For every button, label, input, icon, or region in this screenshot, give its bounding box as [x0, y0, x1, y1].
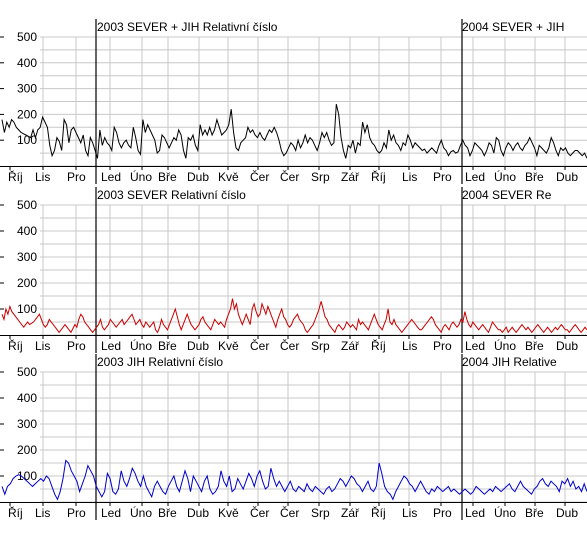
- series-line: [1, 298, 587, 334]
- x-month-label: Srp: [311, 339, 330, 353]
- x-month-label: Kvě: [218, 506, 239, 520]
- y-tick-label: 200: [17, 276, 37, 290]
- x-month-label: Úno: [494, 338, 516, 353]
- x-month-label: Bře: [158, 339, 177, 353]
- chart-title-2003: 2003 SEVER Relativní číslo: [97, 188, 246, 202]
- x-month-label: Zář: [341, 339, 360, 353]
- x-month-label: Srp: [311, 506, 330, 520]
- chart-title-2004: 2004 SEVER Re: [462, 188, 552, 202]
- x-month-label: Říj: [8, 338, 23, 353]
- y-tick-label: 100: [17, 133, 37, 147]
- y-tick-label: 100: [17, 469, 37, 483]
- x-month-label: Lis: [402, 506, 417, 520]
- x-month-label: Pro: [433, 506, 452, 520]
- x-month-label: Lis: [402, 170, 417, 184]
- x-month-label: Pro: [67, 170, 86, 184]
- x-month-label: Bře: [158, 506, 177, 520]
- x-month-label: Říj: [8, 505, 23, 520]
- y-tick-label: 500: [17, 198, 37, 212]
- x-month-label: Úno: [494, 169, 516, 184]
- x-month-label: Čer: [250, 505, 269, 520]
- chart-title-2004: 2004 SEVER + JIH: [462, 20, 564, 34]
- y-tick-label: 200: [17, 443, 37, 457]
- x-month-label: Bře: [525, 339, 544, 353]
- chart-title-2004: 2004 JIH Relative: [462, 355, 557, 369]
- y-tick-label: 400: [17, 391, 37, 405]
- x-month-label: Led: [101, 339, 121, 353]
- y-tick-label: 100: [17, 302, 37, 316]
- series-line: [1, 103, 587, 159]
- x-month-label: Dub: [556, 339, 578, 353]
- x-month-label: Úno: [494, 505, 516, 520]
- chart-title-2003: 2003 SEVER + JIH Relativní číslo: [97, 20, 278, 34]
- x-month-label: Čer: [280, 338, 299, 353]
- x-month-label: Čer: [250, 169, 269, 184]
- x-month-label: Srp: [311, 170, 330, 184]
- y-tick-label: 300: [17, 417, 37, 431]
- x-month-label: Dub: [556, 506, 578, 520]
- x-month-label: Dub: [187, 170, 209, 184]
- chart-panel-sever-jih: 500 400 300 200 100 Říj Lis Pro Led Úno Bře Dub Kvě Č…: [0, 19, 587, 184]
- x-month-label: Bře: [525, 170, 544, 184]
- x-month-label: Úno: [130, 505, 152, 520]
- x-month-label: Říj: [8, 169, 23, 184]
- x-month-label: Dub: [187, 339, 209, 353]
- y-tick-label: 500: [17, 365, 37, 379]
- series-line: [1, 459, 587, 501]
- x-month-label: Led: [465, 506, 485, 520]
- x-month-label: Pro: [433, 339, 452, 353]
- x-month-label: Dub: [187, 506, 209, 520]
- chart-title-2003: 2003 JIH Relativní číslo: [97, 355, 223, 369]
- y-tick-label: 300: [17, 250, 37, 264]
- x-month-label: Kvě: [218, 170, 239, 184]
- x-month-label: Úno: [130, 169, 152, 184]
- x-month-label: Říj: [371, 505, 386, 520]
- x-month-label: Lis: [35, 506, 50, 520]
- x-month-label: Led: [465, 339, 485, 353]
- x-month-label: Říj: [371, 338, 386, 353]
- x-month-label: Lis: [402, 339, 417, 353]
- y-tick-label: 200: [17, 107, 37, 121]
- x-month-label: Led: [101, 170, 121, 184]
- y-tick-label: 300: [17, 82, 37, 96]
- x-month-label: Bře: [525, 506, 544, 520]
- x-month-label: Čer: [280, 169, 299, 184]
- x-month-label: Pro: [433, 170, 452, 184]
- chart-panel-jih: 500 400 300 200 100 Říj Lis Pro Led Úno Bře Dub Kvě Č…: [0, 354, 587, 520]
- x-month-label: Čer: [280, 505, 299, 520]
- x-month-label: Led: [101, 506, 121, 520]
- x-month-label: Úno: [130, 338, 152, 353]
- x-month-label: Zář: [341, 170, 360, 184]
- x-month-label: Dub: [556, 170, 578, 184]
- x-month-label: Led: [465, 170, 485, 184]
- y-tick-label: 400: [17, 224, 37, 238]
- x-month-label: Zář: [341, 506, 360, 520]
- x-month-label: Bře: [158, 170, 177, 184]
- x-month-label: Čer: [250, 338, 269, 353]
- x-month-label: Kvě: [218, 339, 239, 353]
- x-month-label: Pro: [67, 339, 86, 353]
- x-month-label: Lis: [35, 170, 50, 184]
- x-month-label: Říj: [371, 169, 386, 184]
- chart-panel-sever: 500 400 300 200 100 Říj Lis Pro Led Úno Bře Dub Kvě Č…: [0, 187, 587, 353]
- y-tick-label: 400: [17, 56, 37, 70]
- x-month-label: Pro: [67, 506, 86, 520]
- y-tick-label: 500: [17, 30, 37, 44]
- x-month-label: Lis: [35, 339, 50, 353]
